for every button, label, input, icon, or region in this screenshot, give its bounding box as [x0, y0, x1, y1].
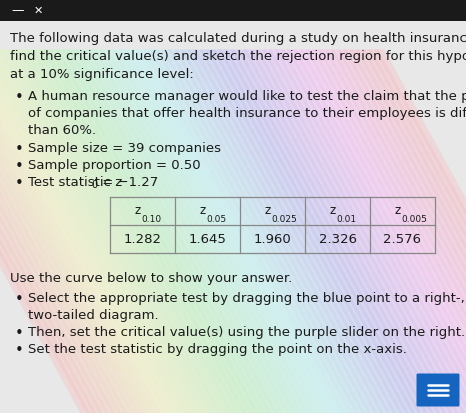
Text: find the critical value(s) and sketch the rejection region for this hypothesis t: find the critical value(s) and sketch th…: [10, 50, 466, 63]
Text: Then, set the critical value(s) using the purple slider on the right.: Then, set the critical value(s) using th…: [28, 325, 465, 338]
Text: 0: 0: [91, 180, 97, 190]
Bar: [0, 0, 466, 22]
Text: •: •: [15, 142, 24, 157]
Text: z: z: [394, 204, 400, 216]
Text: 0.025: 0.025: [272, 214, 297, 223]
Text: z: z: [264, 204, 270, 216]
Text: 0.10: 0.10: [142, 214, 162, 223]
Text: •: •: [15, 90, 24, 105]
Text: Sample size = 39 companies: Sample size = 39 companies: [28, 142, 221, 154]
Text: 0.005: 0.005: [402, 214, 427, 223]
Text: 2.576: 2.576: [384, 233, 422, 246]
Text: •: •: [15, 176, 24, 190]
Text: = −1.27: = −1.27: [98, 176, 158, 189]
Text: •: •: [15, 291, 24, 306]
Text: 1.645: 1.645: [189, 233, 226, 246]
Text: ✕: ✕: [33, 6, 43, 16]
Text: than 60%.: than 60%.: [28, 124, 96, 137]
FancyBboxPatch shape: [417, 374, 459, 406]
Text: z: z: [134, 204, 141, 216]
Text: •: •: [15, 159, 24, 173]
Text: Use the curve below to show your answer.: Use the curve below to show your answer.: [10, 271, 292, 284]
Text: 1.960: 1.960: [254, 233, 291, 246]
Text: 2.326: 2.326: [318, 233, 356, 246]
Text: The following data was calculated during a study on health insurance. Now: The following data was calculated during…: [10, 32, 466, 45]
Text: •: •: [15, 342, 24, 357]
Text: z: z: [329, 204, 336, 216]
Text: 1.282: 1.282: [123, 233, 162, 246]
Text: two-tailed diagram.: two-tailed diagram.: [28, 308, 158, 321]
Text: Test statistic z: Test statistic z: [28, 176, 122, 189]
Text: of companies that offer health insurance to their employees is different: of companies that offer health insurance…: [28, 107, 466, 120]
Text: Sample proportion = 0.50: Sample proportion = 0.50: [28, 159, 201, 171]
Text: Set the test statistic by dragging the point on the x-axis.: Set the test statistic by dragging the p…: [28, 342, 407, 355]
Text: 0.01: 0.01: [336, 214, 356, 223]
Text: Select the appropriate test by dragging the blue point to a right-, left- or: Select the appropriate test by dragging …: [28, 291, 466, 304]
Text: A human resource manager would like to test the claim that the percent: A human resource manager would like to t…: [28, 90, 466, 103]
Text: at a 10% significance level:: at a 10% significance level:: [10, 68, 194, 81]
Text: 0.05: 0.05: [206, 214, 226, 223]
Text: —: —: [12, 5, 24, 17]
Text: •: •: [15, 325, 24, 340]
Text: z: z: [199, 204, 206, 216]
